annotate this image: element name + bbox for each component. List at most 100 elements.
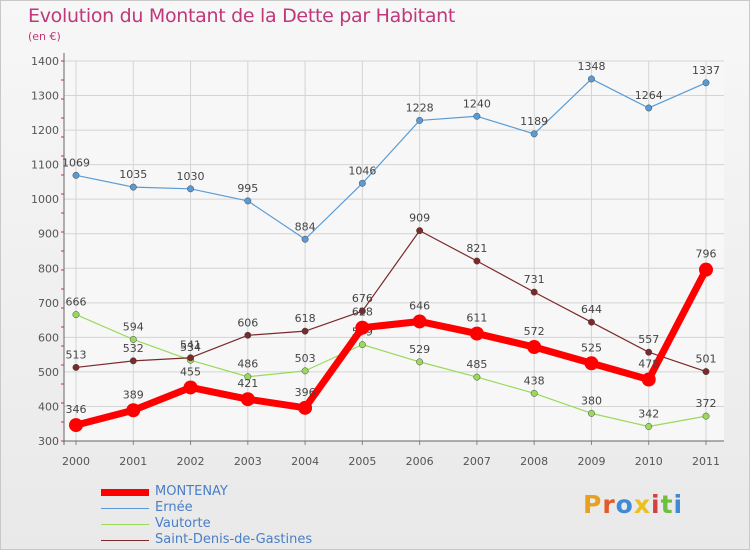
data-point (473, 373, 481, 381)
data-point (301, 235, 309, 243)
series-line-saint-denis-de-gastines (75, 230, 707, 373)
data-point (645, 423, 653, 430)
data-label: 1264 (635, 89, 663, 102)
data-point (355, 320, 370, 335)
x-tick-label: 2009 (577, 455, 605, 468)
data-label: 572 (524, 325, 545, 338)
data-point (72, 171, 80, 179)
data-point (702, 412, 710, 420)
data-label: 1337 (692, 64, 720, 77)
data-label: 1035 (119, 168, 147, 181)
y-tick-label: 1200 (31, 124, 59, 137)
x-tick-label: 2001 (119, 455, 147, 468)
data-label: 909 (409, 212, 430, 225)
logo-letter: r (602, 490, 616, 519)
logo-letter: o (615, 490, 634, 519)
x-tick-label: 2011 (692, 455, 720, 468)
data-label: 346 (66, 403, 87, 416)
data-label: 486 (237, 358, 258, 371)
y-tick-label: 1400 (31, 55, 59, 68)
data-point (584, 356, 599, 371)
y-tick-label: 400 (38, 400, 59, 413)
y-tick-label: 300 (38, 435, 59, 448)
data-label: 1030 (177, 170, 205, 183)
x-tick-label: 2007 (463, 455, 491, 468)
data-label: 501 (696, 353, 717, 366)
y-tick-label: 900 (38, 228, 59, 241)
data-point (473, 112, 481, 120)
y-tick-label: 500 (38, 366, 59, 379)
data-point (244, 331, 252, 339)
data-point (298, 400, 313, 415)
series-line-vautorte (75, 314, 707, 428)
data-label: 455 (180, 365, 201, 378)
data-label: 529 (409, 343, 430, 356)
data-label: 796 (696, 248, 717, 261)
data-point (129, 183, 137, 191)
data-point (187, 354, 194, 362)
data-label: 525 (581, 341, 602, 354)
data-point (702, 368, 710, 376)
x-tick-label: 2010 (635, 455, 663, 468)
data-point (244, 197, 252, 205)
data-label: 666 (66, 296, 87, 309)
logo-letter: i (651, 490, 661, 519)
data-point (187, 185, 194, 193)
data-label: 1348 (577, 60, 605, 73)
data-label: 485 (466, 358, 487, 371)
data-point (588, 409, 595, 417)
logo-letter: x (633, 490, 651, 519)
data-label: 421 (237, 377, 258, 390)
data-label: 1069 (62, 156, 90, 169)
data-point (588, 75, 595, 83)
x-tick-label: 2003 (234, 455, 262, 468)
data-point (72, 311, 80, 319)
data-label: 534 (180, 341, 201, 354)
data-label: 1228 (406, 101, 434, 114)
data-label: 606 (237, 316, 258, 329)
data-point (301, 327, 309, 335)
data-point (183, 380, 198, 395)
data-label: 532 (123, 342, 144, 355)
legend-swatch (101, 508, 149, 509)
data-point (469, 326, 484, 341)
data-label: 478 (638, 358, 659, 371)
x-tick-label: 2006 (406, 455, 434, 468)
y-tick-label: 600 (38, 331, 59, 344)
data-point (412, 314, 427, 329)
data-label: 380 (581, 394, 602, 407)
data-label: 611 (466, 312, 487, 325)
data-point (358, 179, 366, 187)
series-line-ern-e (75, 78, 707, 240)
data-point (72, 363, 80, 371)
y-tick-label: 700 (38, 297, 59, 310)
x-tick-label: 2008 (520, 455, 548, 468)
data-point (358, 307, 366, 315)
data-point (527, 340, 542, 355)
data-label: 646 (409, 299, 430, 312)
data-label: 1046 (348, 164, 376, 177)
x-tick-label: 2000 (62, 455, 90, 468)
data-label: 676 (352, 292, 373, 305)
data-label: 557 (638, 333, 659, 346)
data-label: 821 (466, 242, 487, 255)
legend-swatch (101, 540, 149, 541)
data-label: 503 (295, 352, 316, 365)
data-label: 731 (524, 273, 545, 286)
data-label: 1189 (520, 115, 548, 128)
line-chart: 300 400 500 600 700 800 900 1000 1100 1200 1300 140… (31, 53, 724, 468)
data-point (69, 418, 83, 433)
legend-swatch (101, 489, 149, 496)
data-point (641, 372, 656, 387)
data-label: 644 (581, 303, 602, 316)
data-point (126, 403, 141, 418)
data-point (416, 358, 424, 366)
data-label: 342 (638, 407, 659, 420)
legend-label: MONTENAY (155, 484, 228, 499)
data-point (645, 348, 653, 356)
data-point (588, 318, 595, 326)
data-label: 594 (123, 320, 144, 333)
data-label: 513 (66, 348, 87, 361)
y-tick-label: 1000 (31, 193, 59, 206)
